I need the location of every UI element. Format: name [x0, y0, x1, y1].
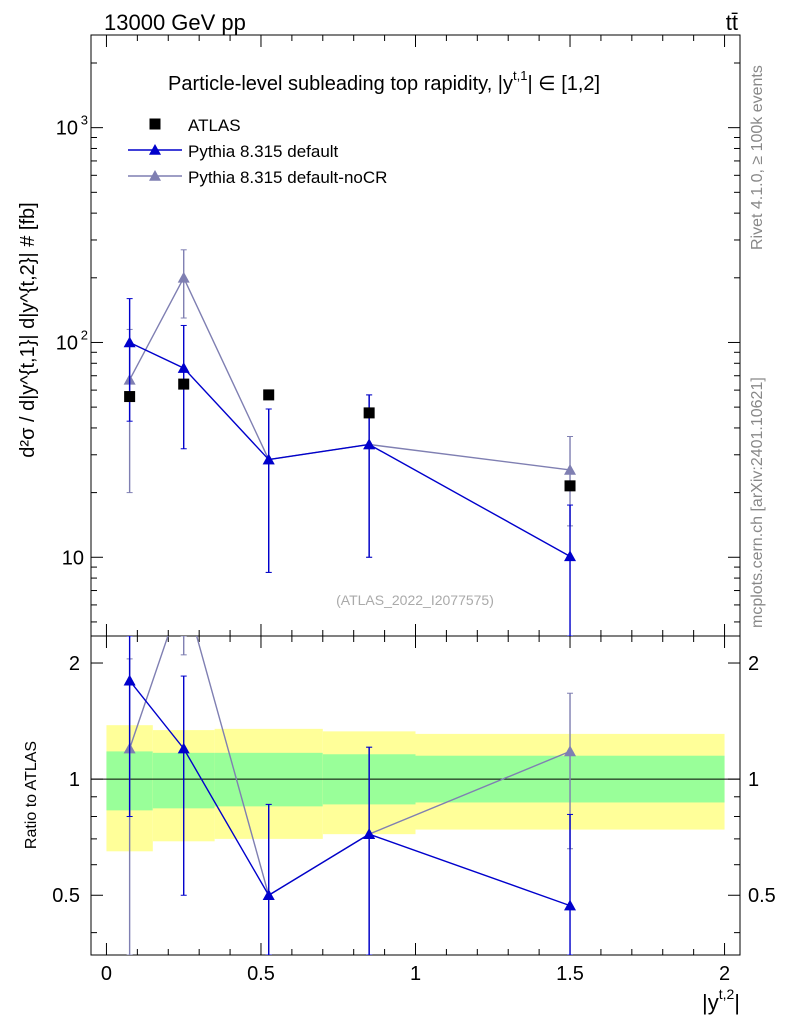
process-label: tt̄	[726, 10, 738, 35]
data-series	[123, 249, 577, 955]
marker-main-1-3	[363, 438, 376, 450]
marker-ratio-2-1	[178, 584, 190, 595]
legend-label-1: Pythia 8.315 default	[188, 142, 339, 161]
energy-label: 13000 GeV pp	[104, 10, 246, 35]
x-axis-label: |yt,2|	[702, 986, 740, 1015]
atlas-point-3	[363, 407, 375, 419]
x-tick-label-3: 1.5	[556, 963, 584, 985]
atlas-point-1	[178, 378, 190, 390]
marker-ratio-1-4	[564, 899, 577, 911]
marker-main-2-1	[177, 271, 190, 283]
chart-title: Particle-level subleading top rapidity, …	[168, 68, 600, 95]
marker-ratio-2-4	[564, 745, 577, 757]
uncertainty-bands	[106, 725, 725, 852]
marker-ratio-1-0	[123, 674, 136, 686]
series-atlas	[124, 378, 576, 492]
series-line-main-2	[129, 276, 571, 471]
y-axis-label-main: d²σ / d|y^{t,1}| d|y^{t,2}| # [fb]	[17, 202, 39, 457]
x-tick-label-4: 2	[719, 963, 730, 985]
legend-marker-1	[149, 144, 161, 155]
series-ratio-1	[123, 636, 577, 955]
legend-label-2: Pythia 8.315 default-noCR	[188, 168, 387, 187]
y-ratio-tick-label-right-2: 2	[748, 653, 759, 675]
y-axis-label-ratio: Ratio to ATLAS	[23, 741, 40, 849]
y-ratio-tick-label-left-1: 1	[69, 769, 80, 791]
atlas-point-4	[564, 480, 576, 492]
y-ratio-tick-label-left-0: 0.5	[52, 885, 80, 907]
rivet-label: Rivet 4.1.0, ≥ 100k events	[749, 65, 766, 250]
y-main-tick-label-0: 10	[62, 547, 84, 569]
x-tick-label-2: 1	[410, 963, 421, 985]
y-ratio-tick-label-left-2: 2	[69, 653, 80, 675]
marker-ratio-1-2	[262, 889, 275, 901]
marker-ratio-1-3	[363, 828, 376, 839]
legend-marker-2	[149, 170, 161, 181]
y-main-tick-label-1: 10	[56, 332, 78, 354]
y-main-tick-exp-2: 3	[81, 113, 88, 128]
marker-main-2-4	[564, 463, 577, 475]
x-tick-label-1: 0.5	[247, 963, 275, 985]
marker-ratio-1-1	[177, 742, 190, 754]
atlas-point-2	[263, 389, 275, 401]
marker-main-1-2	[262, 453, 275, 465]
series-main-1	[123, 298, 577, 636]
atlas-point-0	[124, 391, 136, 403]
legend-label-atlas: ATLAS	[188, 116, 241, 135]
y-ratio-tick-label-right-1: 1	[748, 769, 759, 791]
series-main-2	[123, 249, 577, 573]
x-tick-label-0: 0	[101, 963, 112, 985]
legend-marker-atlas	[149, 118, 161, 130]
marker-main-1-1	[177, 362, 190, 373]
marker-main-1-4	[564, 550, 577, 562]
y-ratio-tick-label-right-0: 0.5	[748, 885, 776, 907]
y-main-tick-exp-1: 2	[81, 327, 88, 342]
y-main-tick-label-2: 10	[56, 118, 78, 140]
mcplots-label: mcplots.cern.ch [arXiv:2401.10621]	[749, 377, 766, 628]
marker-main-1-0	[123, 336, 136, 348]
analysis-watermark: (ATLAS_2022_I2077575)	[336, 592, 494, 608]
series-line-main-1	[129, 341, 571, 557]
legend: ATLAS Pythia 8.315 default Pythia 8.315 de…	[128, 116, 387, 187]
